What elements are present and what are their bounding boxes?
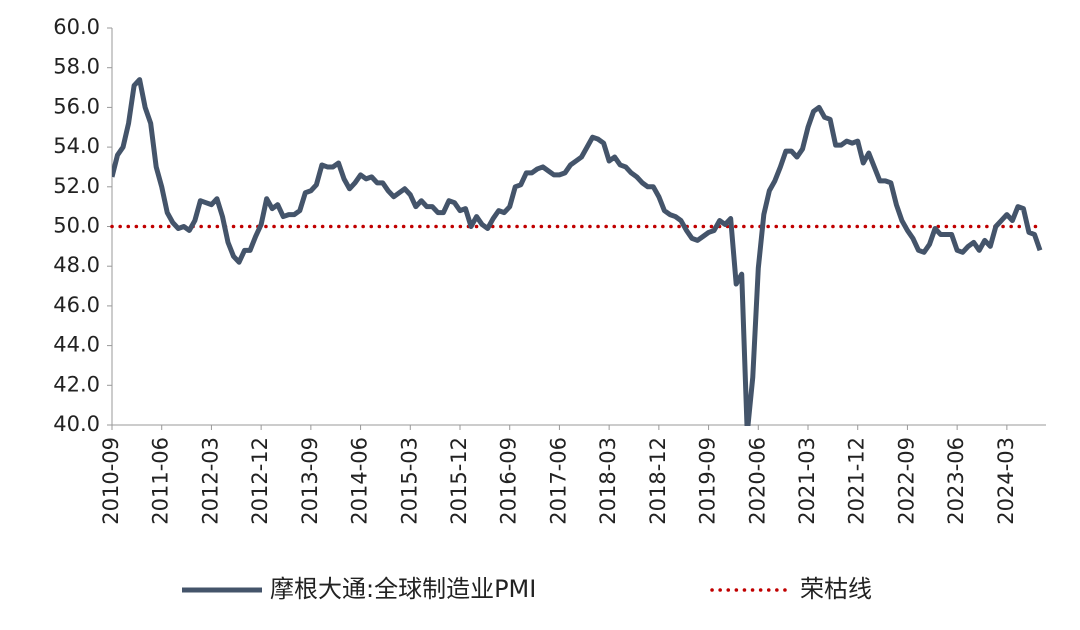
y-tick-label: 54.0 [53,134,100,158]
x-tick-label: 2023-06 [944,437,968,525]
legend-label: 摩根大通:全球制造业PMI [270,575,536,603]
x-tick-label: 2014-06 [348,437,372,525]
x-tick-label: 2012-12 [248,437,272,525]
x-tick-label: 2015-12 [447,437,471,525]
y-tick-label: 52.0 [53,174,100,198]
x-tick-label: 2021-12 [845,437,869,525]
x-tick-label: 2012-03 [198,437,222,525]
x-tick-label: 2021-03 [795,437,819,525]
y-tick-label: 46.0 [53,293,100,317]
x-tick-label: 2020-06 [745,437,769,525]
y-tick-label: 40.0 [53,412,100,436]
x-tick-label: 2017-06 [546,437,570,525]
y-tick-label: 42.0 [53,372,100,396]
x-tick-label: 2018-12 [646,437,670,525]
x-tick-label: 2011-06 [149,437,173,525]
y-tick-label: 50.0 [53,214,100,238]
series-line [112,77,1043,426]
y-tick-label: 60.0 [53,15,100,39]
x-tick-label: 2018-03 [596,437,620,525]
y-tick-label: 48.0 [53,253,100,277]
y-tick-label: 58.0 [53,55,100,79]
x-tick-label: 2015-03 [397,437,421,525]
x-tick-label: 2022-09 [894,437,918,525]
x-tick-label: 2010-09 [99,437,123,525]
x-tick-label: 2016-09 [497,437,521,525]
x-tick-label: 2013-09 [298,437,322,525]
legend-label: 荣枯线 [800,575,872,603]
plot-area [112,77,1043,426]
y-tick-label: 56.0 [53,94,100,118]
x-tick-label: 2024-03 [994,437,1018,525]
y-tick-label: 44.0 [53,333,100,357]
x-tick-label: 2019-09 [696,437,720,525]
